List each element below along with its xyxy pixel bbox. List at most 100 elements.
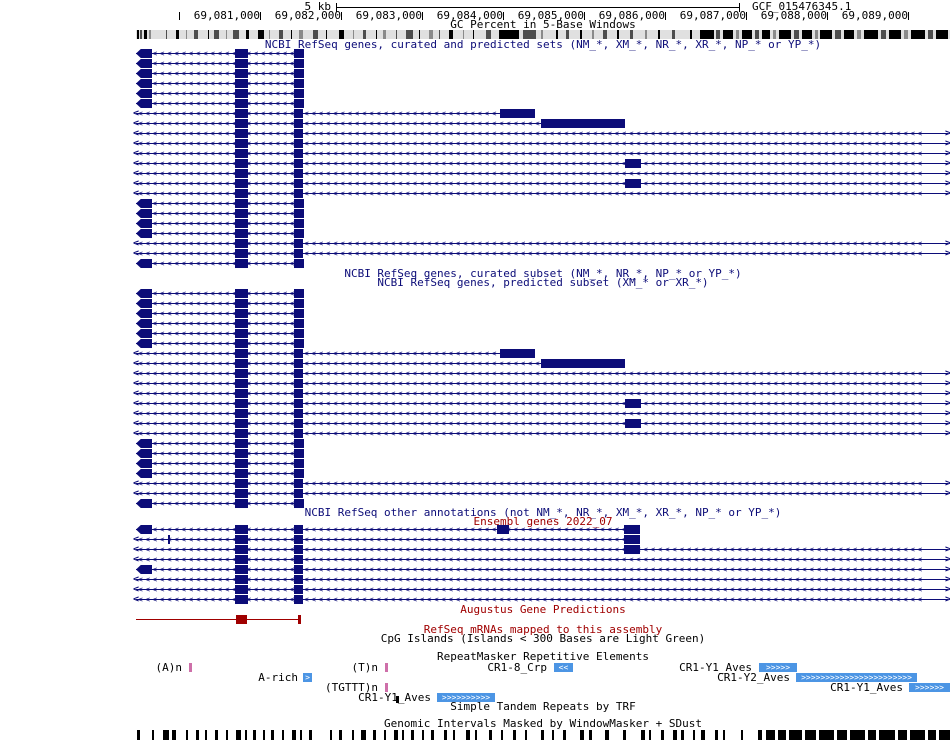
gene-row[interactable]: <<<<<<<<<<<<<<<<<<<<<<<<<<<<<<<<<<<<<<<<… bbox=[133, 239, 950, 249]
gene-row[interactable]: <<<<<<<<<<<<<<<<<<<<<< bbox=[136, 459, 304, 468]
track-title-refseq-all[interactable]: NCBI RefSeq genes, curated and predicted… bbox=[264, 38, 822, 51]
gene-row[interactable]: <<<<<<<<<<<<<<<<<<<<<<<<<<<<<<<<<<<<<<<<… bbox=[136, 525, 640, 534]
gene-row[interactable]: <<<<<<<<<<<<<<<<<<<<<< bbox=[136, 209, 304, 218]
gene-row[interactable]: <<<<<<<<<<<<<<<<<<<<<<<<<<<<<<<<<<<<<<<<… bbox=[133, 249, 950, 259]
gene-row[interactable]: <<<<<<<<<<<<<<<<<<<<<<<<<<<<<<<<<<<<<<<<… bbox=[133, 585, 950, 595]
exon-block bbox=[294, 585, 303, 594]
gene-row[interactable]: <<<<<<<<<<<<<<<<<<<<<< bbox=[136, 309, 304, 318]
strand-arrows: <<<<<<<<<<<<<<<<<<<<<< bbox=[138, 339, 297, 348]
repeat-box[interactable]: >>>>>>>>>> bbox=[437, 693, 495, 702]
track-title-trf[interactable]: Simple Tandem Repeats by TRF bbox=[450, 700, 636, 713]
gc-track-label[interactable]: GC Percent in 5-Base Windows bbox=[450, 18, 636, 31]
gene-row[interactable]: <<<<<<<<<<<<<<<<<<<<<< bbox=[136, 449, 304, 458]
strand-arrows: <<<<<<<<<<<<<<<<<<<<<< bbox=[138, 469, 297, 478]
gc-stripe bbox=[463, 30, 464, 39]
masked-interval-bar bbox=[394, 730, 398, 740]
track-title-refseq-other[interactable]: NCBI RefSeq other annotations (not NM_*,… bbox=[304, 506, 782, 519]
gene-row[interactable]: <<<<<<<<<<<<<<<<<<<<<< bbox=[136, 219, 304, 228]
gene-row[interactable]: <<<<<<<<<<<<<<<<<<<<<< bbox=[136, 499, 304, 508]
gene-row[interactable]: <<<<<<<<<<<<<<<<<<<<<< bbox=[136, 469, 304, 478]
trf-item[interactable] bbox=[396, 696, 399, 703]
gene-end-arrow-block bbox=[136, 525, 152, 534]
gene-row[interactable]: <<<<<<<<<<<<<<<<<<<<<< bbox=[136, 59, 304, 68]
gene-row[interactable]: <<<<<<<<<<<<<<<<<<<<<<<<<<<<<<<<<<<<<<<<… bbox=[133, 555, 950, 565]
gene-row[interactable]: <<<<<<<<<<<<<<<<<<<<<<<<<<<<<<<<<<<<<<<<… bbox=[133, 349, 535, 359]
masked-interval-bar bbox=[373, 730, 376, 740]
track-title-ensembl[interactable]: Ensembl genes 2022_07 bbox=[473, 515, 613, 528]
gene-row[interactable]: <<<<<<<<<<<<<<<<<<<<<<<<<<<<<<<<<<<<<<<<… bbox=[133, 149, 950, 159]
gene-row[interactable]: <<<<<<<<<<<<<<<<<<<<<<<<<<<<<<<<<<<<<<<<… bbox=[133, 179, 950, 189]
masked-interval-bar bbox=[271, 730, 274, 740]
gene-row[interactable]: <<<<<<<<<<<<<<<<<<<<<<<<<<<<<<<<<<<<<<<<… bbox=[133, 419, 950, 429]
gene-row[interactable]: <<<<<<<<<<<<<<<<<<<<<< bbox=[136, 339, 304, 348]
repeat-tick[interactable] bbox=[385, 683, 388, 692]
gene-row[interactable]: <<<<<<<<<<<<<<<<<<<<<<<<<<<<<<<<<<<<<<<<… bbox=[133, 359, 625, 369]
gene-row[interactable]: <<<<<<<<<<<<<<<<<<<<<< bbox=[136, 49, 304, 58]
strand-arrows: <<<<<<<<<<<<<<<<<<<<<<<<<<<<<<<<<<<<<<<<… bbox=[138, 159, 925, 168]
gene-row[interactable]: <<<<<<<<<<<<<<<<<<<<<<<<<<<<<<<<<<<<<<<<… bbox=[133, 369, 950, 379]
gene-row[interactable]: <<<<<<<<<<<<<<<<<<<<<<<<<<<<<<<<<<<<<<<<… bbox=[133, 595, 950, 605]
gene-row[interactable]: <<<<<<<<<<<<<<<<<<<<<<<<<<<<<<<<<<<<<<<<… bbox=[133, 389, 950, 399]
gene-row[interactable]: <<<<<<<<<<<<<<<<<<<<<< bbox=[136, 69, 304, 78]
exon-block bbox=[235, 545, 248, 554]
gene-row[interactable]: <<<<<<<<<<<<<<<<<<<<<< bbox=[136, 289, 304, 298]
gene-end-arrow-block bbox=[136, 309, 152, 318]
gc-stripe bbox=[406, 30, 413, 39]
gene-row[interactable]: <<<<<<<<<<<<<<<<<<<<<< bbox=[136, 99, 304, 108]
gene-row[interactable]: <<<<<<<<<<<<<<<<<<<<<<<<<<<<<<<<<<<<<<<<… bbox=[133, 139, 950, 149]
gene-row[interactable]: <<<<<<<<<<<<<<<<<<<<<<<<<<<<<<<<<<<<<<<<… bbox=[133, 169, 950, 179]
strand-arrows: <<<<<<<<<<<<<<<<<<<<<< bbox=[138, 59, 297, 68]
left-continuation-arrow-icon: < bbox=[133, 428, 140, 439]
repeat-box[interactable]: << bbox=[554, 663, 573, 672]
gene-row[interactable]: <<<<<<<<<<<<<<<<<<<<<<<<<<<<<<<<<<<<<<<<… bbox=[133, 159, 950, 169]
gene-row[interactable]: <<<<<<<<<<<<<<<<<<<<<<<<<<<<<<<<<<<<<<<<… bbox=[133, 109, 535, 119]
gene-row[interactable]: <<<<<<<<<<<<<<<<<<<<<<<<<<<<<<<<<<<<<<<<… bbox=[133, 534, 640, 545]
left-continuation-arrow-icon: < bbox=[133, 534, 140, 545]
gene-row[interactable]: <<<<<<<<<<<<<<<<<<<<<< bbox=[136, 319, 304, 328]
repeat-box[interactable]: >>>>>>>>>>>>>>>>>>>>>>> bbox=[796, 673, 917, 682]
gc-percent-track[interactable] bbox=[136, 30, 950, 39]
gc-stripe bbox=[439, 30, 440, 39]
gene-row[interactable]: <<<<<<<<<<<<<<<<<<<<<<<<<<<<<<<<<<<<<<<<… bbox=[133, 428, 950, 439]
strand-arrows: <<<<<<<<<<<<<<<<<<<<<< bbox=[138, 449, 297, 458]
gene-row[interactable]: <<<<<<<<<<<<<<<<<<<<<<<<<<<<<<<<<<<<<<<<… bbox=[133, 409, 950, 419]
track-title-augustus[interactable]: Augustus Gene Predictions bbox=[460, 603, 626, 616]
repeat-tick[interactable] bbox=[385, 663, 388, 672]
gene-row[interactable]: <<<<<<<<<<<<<<<<<<<<<<<<<<<<<<<<<<<<<<<<… bbox=[133, 575, 950, 585]
gene-row[interactable]: <<<<<<<<<<<<<<<<<<<<<<<<<<<<<<<<<<<<<<<<… bbox=[133, 399, 950, 409]
gene-row[interactable]: <<<<<<<<<<<<<<<<<<<<<<<<<<<<<<<<<<<<<<<<… bbox=[133, 489, 950, 499]
gene-row[interactable]: <<<<<<<<<<<<<<<<<<<<<< bbox=[136, 229, 304, 238]
track-title-cpg[interactable]: CpG Islands (Islands < 300 Bases are Lig… bbox=[380, 632, 706, 645]
track-title-refseq-predicted[interactable]: NCBI RefSeq genes, predicted subset (XM_… bbox=[377, 276, 709, 289]
track-title-windowmasker[interactable]: Genomic Intervals Masked by WindowMasker… bbox=[384, 717, 702, 730]
repeat-box[interactable]: >>>>>> bbox=[909, 683, 950, 692]
exon-block bbox=[294, 109, 303, 118]
gene-row[interactable]: <<<<<<<<<<<<<<<<<<<<<< bbox=[136, 439, 304, 448]
repeat-box[interactable]: >>>>> bbox=[759, 663, 797, 672]
gene-row[interactable]: <<<<<<<<<<<<<<<<<<<<<<<<<<<<<<<<<<<<<<<<… bbox=[133, 379, 950, 389]
exon-block bbox=[624, 545, 640, 554]
track-title-refseq-mrna[interactable]: RefSeq mRNAs mapped to this assembly bbox=[423, 623, 663, 636]
gene-row[interactable]: <<<<<<<<<<<<<<<<<<<<<< bbox=[136, 299, 304, 308]
gene-row[interactable]: <<<<<<<<<<<<<<<<<<<<<< bbox=[136, 259, 304, 268]
windowmasker-track[interactable] bbox=[0, 730, 950, 740]
gene-row[interactable]: <<<<<<<<<<<<<<<<<<<<<<<<<<<<<<<<<<<<<<<<… bbox=[133, 544, 950, 555]
gene-row[interactable]: <<<<<<<<<<<<<<<<<<<<<<<<<<<<<<<<<<<<<<<<… bbox=[133, 119, 625, 129]
exon-block bbox=[294, 469, 304, 478]
gene-row[interactable]: <<<<<<<<<<<<<<<<<<<<<< bbox=[136, 89, 304, 98]
track-title-repeatmasker[interactable]: RepeatMasker Repetitive Elements bbox=[437, 650, 649, 663]
ruler-tick bbox=[584, 12, 585, 20]
strand-arrows: <<<<<<<<<<<<<<<<<<<<<<<<<<<<<<<<<<<<<<<<… bbox=[138, 239, 925, 248]
repeat-tick[interactable] bbox=[189, 663, 192, 672]
gene-row[interactable]: <<<<<<<<<<<<<<<<<<<<<<<<<<<<<<<<<<<<<<<<… bbox=[133, 129, 950, 139]
repeat-box[interactable]: > bbox=[303, 673, 312, 682]
strand-arrows: <<<<<<<<<<<<<<<<<<<<<<<<<<<<<<<<<<<<<<<<… bbox=[138, 109, 521, 118]
track-title-refseq-curated[interactable]: NCBI RefSeq genes, curated subset (NM_*,… bbox=[344, 267, 742, 280]
gene-row[interactable]: <<<<<<<<<<<<<<<<<<<<<<<<<<<<<<<<<<<<<<<<… bbox=[136, 565, 950, 575]
right-continuation-arrow-icon: > bbox=[944, 544, 950, 555]
gene-row[interactable]: <<<<<<<<<<<<<<<<<<<<<< bbox=[136, 199, 304, 208]
gene-row[interactable]: <<<<<<<<<<<<<<<<<<<<<< bbox=[136, 329, 304, 338]
gene-row[interactable]: <<<<<<<<<<<<<<<<<<<<<<<<<<<<<<<<<<<<<<<<… bbox=[133, 479, 950, 489]
gene-row[interactable]: <<<<<<<<<<<<<<<<<<<<<<<<<<<<<<<<<<<<<<<<… bbox=[133, 189, 950, 199]
gene-row[interactable]: <<<<<<<<<<<<<<<<<<<<<< bbox=[136, 79, 304, 88]
